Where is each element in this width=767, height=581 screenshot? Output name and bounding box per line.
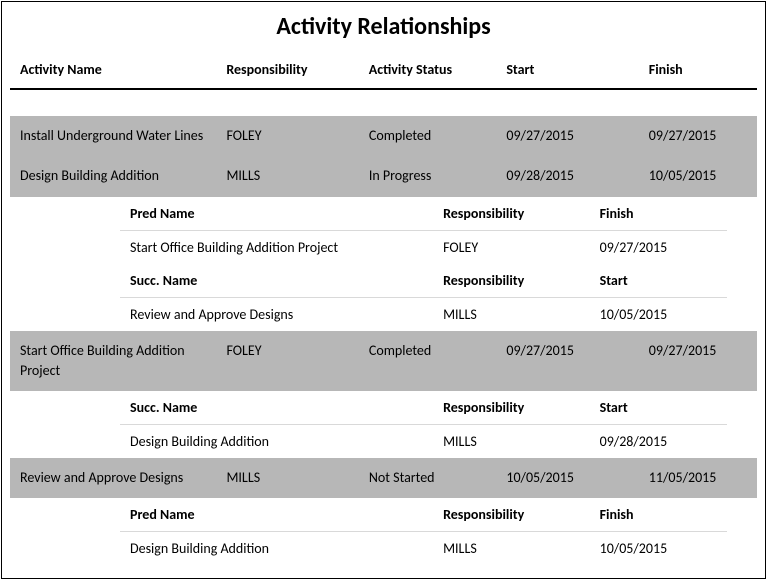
activity-finish-cell: 11/05/2015 (649, 468, 747, 488)
activity-status-cell: Completed (369, 341, 507, 361)
pred-resp-header: Responsibility (443, 205, 600, 222)
relationship-block: Pred Name Responsibility Finish Design B… (120, 498, 727, 565)
activity-name-cell: Start Office Building Addition Project (20, 341, 226, 382)
succ-date-cell: 10/05/2015 (600, 306, 717, 323)
pred-finish-header: Finish (600, 205, 717, 222)
activity-row: Design Building Addition MILLS In Progre… (10, 156, 757, 196)
pred-name-header: Pred Name (130, 205, 443, 222)
activity-resp-cell: MILLS (226, 166, 368, 186)
activity-resp-cell: FOLEY (226, 341, 368, 361)
succ-resp-header: Responsibility (443, 399, 600, 416)
header-start: Start (506, 61, 648, 78)
pred-header-row: Pred Name Responsibility Finish (120, 498, 727, 532)
succ-row: Design Building Addition MILLS 09/28/201… (120, 425, 727, 458)
succ-name-cell: Review and Approve Designs (130, 306, 443, 323)
activity-name-cell: Review and Approve Designs (20, 468, 226, 488)
column-header-row: Activity Name Responsibility Activity St… (10, 55, 757, 90)
header-activity-status: Activity Status (369, 61, 507, 78)
activity-finish-cell: 09/27/2015 (649, 126, 747, 146)
pred-header-row: Pred Name Responsibility Finish (120, 197, 727, 231)
succ-start-header: Start (600, 399, 717, 416)
succ-name-header: Succ. Name (130, 272, 443, 289)
pred-row: Start Office Building Addition Project F… (120, 231, 727, 264)
activity-start-cell: 09/28/2015 (506, 166, 648, 186)
pred-name-cell: Start Office Building Addition Project (130, 239, 443, 256)
pred-resp-cell: MILLS (443, 540, 600, 557)
activity-status-cell: Not Started (369, 468, 507, 488)
activity-status-cell: In Progress (369, 166, 507, 186)
activity-resp-cell: MILLS (226, 468, 368, 488)
pred-date-cell: 10/05/2015 (600, 540, 717, 557)
activity-start-cell: 09/27/2015 (506, 126, 648, 146)
pred-date-cell: 09/27/2015 (600, 239, 717, 256)
activity-row: Review and Approve Designs MILLS Not Sta… (10, 458, 757, 498)
activity-resp-cell: FOLEY (226, 126, 368, 146)
activity-finish-cell: 09/27/2015 (649, 341, 747, 361)
succ-header-row: Succ. Name Responsibility Start (120, 391, 727, 425)
succ-name-header: Succ. Name (130, 399, 443, 416)
pred-name-cell: Design Building Addition (130, 540, 443, 557)
activity-name-cell: Install Underground Water Lines (20, 126, 226, 146)
pred-resp-header: Responsibility (443, 506, 600, 523)
succ-name-cell: Design Building Addition (130, 433, 443, 450)
succ-resp-header: Responsibility (443, 272, 600, 289)
succ-date-cell: 09/28/2015 (600, 433, 717, 450)
succ-header-row: Succ. Name Responsibility Start (120, 264, 727, 298)
succ-row: Review and Approve Designs MILLS 10/05/2… (120, 298, 727, 331)
activity-status-cell: Completed (369, 126, 507, 146)
activity-row: Install Underground Water Lines FOLEY Co… (10, 116, 757, 156)
activity-name-cell: Design Building Addition (20, 166, 226, 186)
header-activity-name: Activity Name (20, 61, 226, 78)
succ-resp-cell: MILLS (443, 306, 600, 323)
header-responsibility: Responsibility (226, 61, 368, 78)
pred-resp-cell: FOLEY (443, 239, 600, 256)
report-page: Activity Relationships Activity Name Res… (1, 1, 766, 579)
succ-resp-cell: MILLS (443, 433, 600, 450)
pred-name-header: Pred Name (130, 506, 443, 523)
succ-start-header: Start (600, 272, 717, 289)
report-title: Activity Relationships (10, 12, 757, 41)
header-finish: Finish (649, 61, 747, 78)
relationship-block: Succ. Name Responsibility Start Design B… (120, 391, 727, 458)
pred-row: Design Building Addition MILLS 10/05/201… (120, 532, 727, 565)
relationship-block: Pred Name Responsibility Finish Start Of… (120, 197, 727, 331)
activity-row: Start Office Building Addition Project F… (10, 331, 757, 392)
activity-start-cell: 10/05/2015 (506, 468, 648, 488)
pred-finish-header: Finish (600, 506, 717, 523)
activity-start-cell: 09/27/2015 (506, 341, 648, 361)
activity-finish-cell: 10/05/2015 (649, 166, 747, 186)
